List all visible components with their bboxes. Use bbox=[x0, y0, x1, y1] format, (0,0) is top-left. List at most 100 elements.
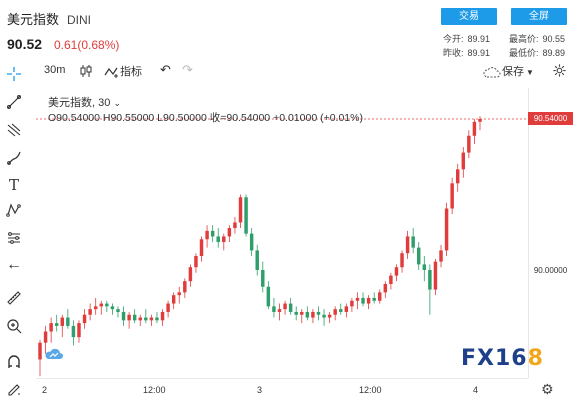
candle-up bbox=[127, 314, 131, 321]
candle-up bbox=[333, 309, 337, 315]
candle-down bbox=[428, 270, 432, 290]
candle-up bbox=[283, 303, 287, 310]
candle-down bbox=[288, 303, 293, 312]
ohlc-readout: O90.54000 H90.55000 L90.50000 收=90.54000… bbox=[48, 112, 363, 124]
stat-value: 89.91 bbox=[467, 34, 491, 44]
candle-down bbox=[155, 317, 159, 321]
time-axis: 2 12:00 3 12:00 4 bbox=[36, 378, 528, 401]
instrument-name: 美元指数 bbox=[7, 12, 60, 27]
candle-up bbox=[344, 306, 349, 312]
candle-up bbox=[194, 256, 198, 268]
candle-down bbox=[322, 314, 326, 318]
candle-down bbox=[411, 236, 415, 248]
candle-up bbox=[49, 323, 53, 332]
candle-down bbox=[54, 323, 59, 326]
candle-up bbox=[439, 250, 443, 262]
candle-down bbox=[105, 303, 109, 307]
candle-down bbox=[339, 309, 343, 312]
stat-low: 最低价: 89.89 bbox=[509, 46, 565, 59]
prediction-tool-icon[interactable] bbox=[5, 230, 23, 248]
price-chart[interactable] bbox=[36, 88, 528, 377]
back-arrow-icon[interactable]: ← bbox=[6, 256, 22, 273]
stat-prev-close: 昨收: 89.91 bbox=[443, 46, 490, 59]
candle-up bbox=[461, 152, 466, 170]
settings-icon[interactable] bbox=[552, 63, 567, 81]
candle-up bbox=[233, 222, 237, 229]
lock-drawing-icon[interactable] bbox=[5, 380, 23, 398]
trade-button[interactable]: 交易 bbox=[441, 8, 497, 25]
legend-interval: 30 bbox=[98, 97, 111, 109]
candle-down bbox=[372, 297, 376, 301]
candle-up bbox=[433, 261, 438, 290]
chevron-down-icon: ▼ bbox=[526, 68, 534, 77]
price-axis-border bbox=[528, 88, 529, 378]
candle-up bbox=[394, 267, 399, 276]
interval-selector[interactable]: 30m bbox=[44, 64, 66, 76]
crosshair-icon[interactable] bbox=[5, 66, 23, 84]
candle-down bbox=[261, 270, 265, 287]
candle-down bbox=[255, 250, 259, 270]
time-label: 4 bbox=[473, 385, 479, 395]
candle-up bbox=[311, 311, 315, 318]
candle-up bbox=[355, 297, 360, 301]
stat-label: 昨收: bbox=[443, 48, 464, 58]
candle-up bbox=[183, 281, 187, 293]
pattern-tool-icon[interactable] bbox=[5, 202, 23, 220]
stat-value: 89.91 bbox=[467, 48, 491, 58]
candle-up bbox=[222, 236, 226, 243]
candle-down bbox=[121, 311, 126, 321]
magnet-icon[interactable] bbox=[5, 354, 23, 372]
candlestick-type-icon[interactable] bbox=[78, 63, 94, 82]
candle-up bbox=[478, 119, 482, 122]
legend-collapse-icon[interactable]: ⌄ bbox=[113, 98, 121, 108]
candle-down bbox=[316, 311, 321, 315]
candle-up bbox=[238, 197, 243, 223]
fullscreen-button[interactable]: 全屏 bbox=[511, 8, 567, 25]
candle-down bbox=[71, 325, 76, 338]
fx168-watermark: FX168 bbox=[461, 346, 544, 371]
undo-icon[interactable]: ↶ bbox=[160, 62, 171, 77]
candle-up bbox=[472, 121, 477, 136]
stat-label: 最高价: bbox=[509, 34, 539, 44]
candle-down bbox=[144, 317, 148, 321]
zoom-in-icon[interactable] bbox=[5, 318, 23, 336]
candle-up bbox=[166, 303, 170, 312]
candle-up bbox=[160, 311, 165, 321]
candle-up bbox=[205, 230, 209, 240]
chart-toolbar: 30m 指标 ↶ ↷ 保存 ▼ bbox=[34, 60, 573, 84]
indicators-icon bbox=[104, 67, 118, 79]
drawing-toolbar: T ← bbox=[0, 60, 28, 401]
watermark-part2: 8 bbox=[527, 346, 544, 371]
candle-up bbox=[400, 253, 404, 268]
candle-up bbox=[383, 283, 388, 293]
chart-legend-title: 美元指数, 30 ⌄ bbox=[48, 97, 121, 109]
axis-settings-icon[interactable]: ⚙ bbox=[541, 381, 554, 397]
trend-line-icon[interactable] bbox=[5, 94, 23, 112]
indicators-button[interactable]: 指标 bbox=[104, 63, 142, 79]
candle-up bbox=[88, 309, 92, 315]
candle-up bbox=[300, 311, 304, 315]
indicators-label: 指标 bbox=[120, 66, 142, 78]
ruler-icon[interactable] bbox=[5, 290, 23, 308]
save-button[interactable]: 保存 ▼ bbox=[482, 63, 534, 79]
redo-icon[interactable]: ↷ bbox=[182, 62, 193, 77]
candle-up bbox=[93, 306, 98, 310]
stat-label: 今开: bbox=[443, 34, 464, 44]
stat-today-open: 今开: 89.91 bbox=[443, 32, 490, 45]
candle-down bbox=[266, 286, 271, 307]
stat-value: 90.55 bbox=[542, 34, 566, 44]
candle-down bbox=[249, 233, 254, 251]
fib-tool-icon[interactable] bbox=[5, 122, 23, 140]
candle-up bbox=[177, 292, 181, 296]
candle-down bbox=[294, 311, 298, 315]
candle-up bbox=[171, 295, 176, 304]
candle-down bbox=[110, 306, 115, 310]
time-label: 12:00 bbox=[359, 385, 382, 395]
legend-instrument: 美元指数 bbox=[48, 97, 92, 109]
candle-down bbox=[422, 264, 427, 270]
candle-up bbox=[444, 208, 449, 251]
brush-icon[interactable] bbox=[5, 150, 23, 168]
last-price-tag: 90.54000 bbox=[528, 112, 573, 125]
text-tool-icon[interactable]: T bbox=[8, 176, 19, 194]
candle-up bbox=[366, 297, 371, 304]
